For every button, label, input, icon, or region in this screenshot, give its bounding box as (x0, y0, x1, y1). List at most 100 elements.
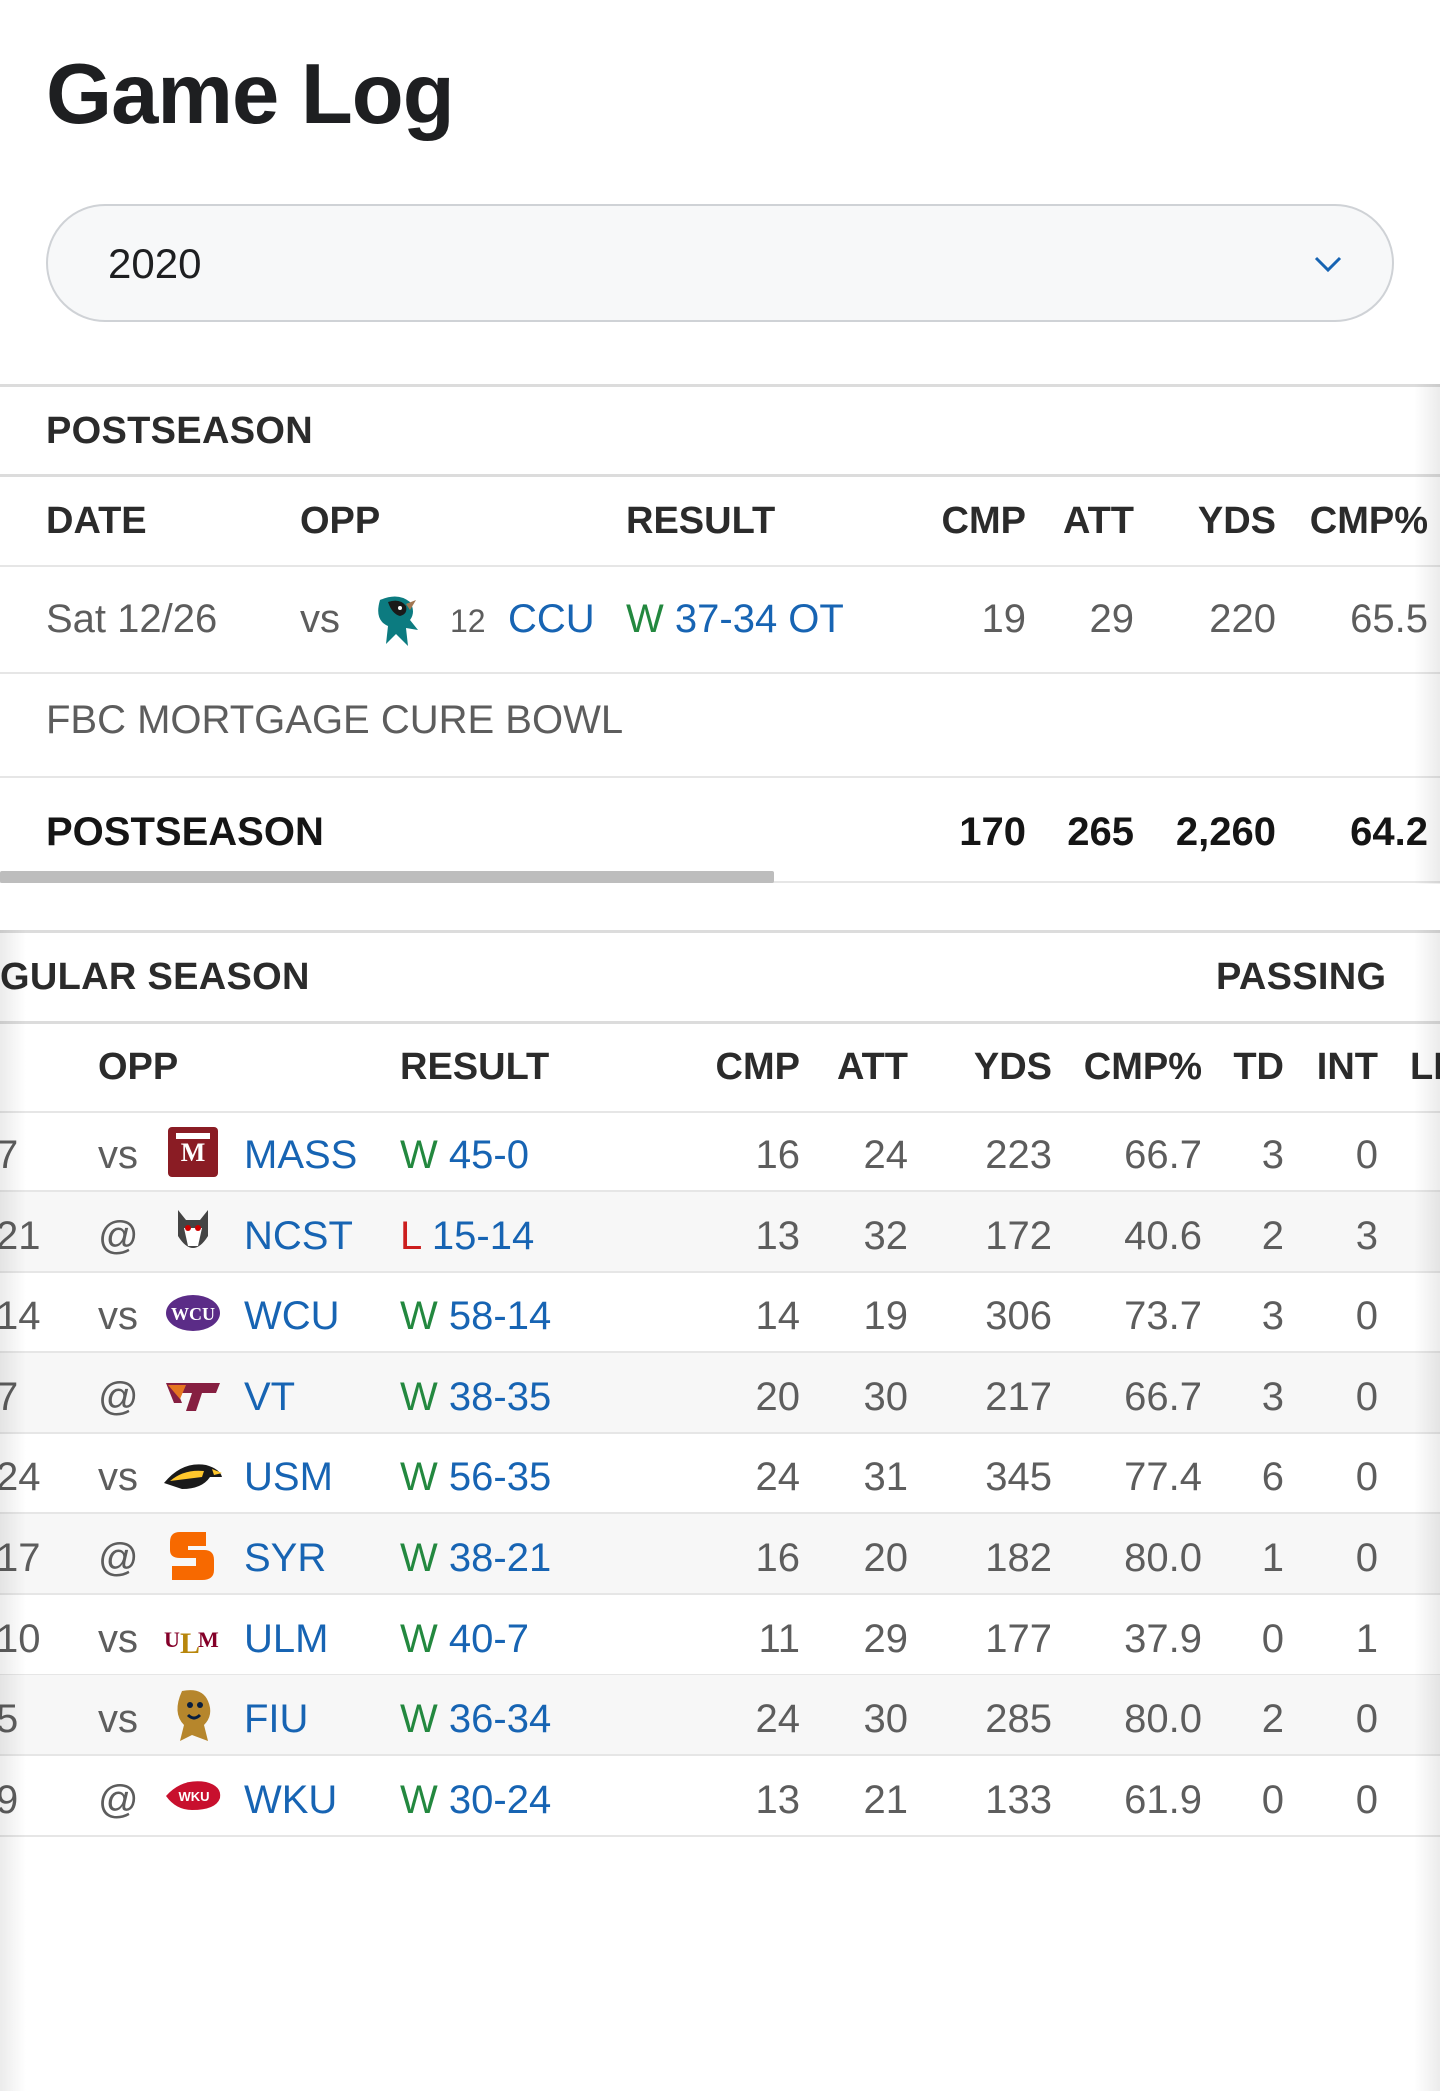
stat-td: 3 (1261, 1133, 1284, 1177)
stat-cmp: 19 (981, 597, 1027, 641)
game-location: vs (98, 1697, 138, 1741)
stat-td: 1 (1261, 1536, 1284, 1580)
nc-state-wolf-logo (178, 1210, 208, 1248)
stat-att: 24 (863, 1133, 909, 1177)
season-select-value: 2020 (108, 240, 202, 287)
page-title: Game Log (46, 47, 455, 142)
stat-att: 20 (863, 1536, 909, 1580)
row-background (0, 1353, 1440, 1434)
umass-logo: M (168, 1127, 218, 1177)
game-result[interactable]: W 38-21 (400, 1536, 551, 1581)
stat-int: 0 (1355, 1697, 1378, 1741)
golden-eagle-logo (164, 1464, 222, 1489)
divider (0, 776, 1440, 778)
opp-link[interactable]: USM (244, 1455, 333, 1499)
opp-link[interactable]: VT (244, 1375, 296, 1419)
result-letter: W (400, 1778, 438, 1822)
row-background (0, 1675, 1440, 1756)
stat-td: 6 (1261, 1455, 1284, 1499)
result-letter: W (626, 597, 664, 641)
divider (0, 1754, 1440, 1756)
stat-yds: 177 (985, 1617, 1052, 1661)
game-result[interactable]: W 40-7 (400, 1617, 529, 1662)
col-opp: OPP (300, 500, 381, 542)
divider (0, 474, 1440, 477)
stat-cmp: 13 (755, 1778, 801, 1822)
result-score: 56-35 (448, 1455, 552, 1499)
stat-cmp: 24 (755, 1455, 801, 1499)
game-result[interactable]: W 36-34 (400, 1697, 551, 1742)
svg-text:U: U (164, 1627, 180, 1652)
opp-link[interactable]: ULM (244, 1617, 329, 1661)
svg-text:M: M (198, 1627, 219, 1652)
result-score: 30-24 (448, 1778, 552, 1822)
divider (0, 1593, 1440, 1595)
stat-cmp-pct: 66.7 (1124, 1133, 1202, 1177)
col-lng: LI (1410, 1046, 1440, 1089)
totals-label: POSTSEASON (46, 810, 324, 854)
divider (0, 930, 1440, 933)
result-letter: W (400, 1697, 438, 1741)
game-location: vs (98, 1617, 138, 1661)
opp-link[interactable]: MASS (244, 1133, 358, 1177)
wcu-logo: WCU (166, 1295, 220, 1331)
stat-att: 30 (863, 1697, 909, 1741)
col-result: RESULT (626, 500, 776, 542)
stat-yds: 285 (985, 1697, 1052, 1741)
scroll-shadow-left (0, 930, 26, 2091)
game-result[interactable]: W 37-34 OT (626, 597, 844, 642)
col-cmp: CMP (715, 1046, 800, 1088)
stat-cmp: 16 (755, 1133, 801, 1177)
total-att: 265 (1067, 810, 1134, 854)
stat-int: 0 (1355, 1536, 1378, 1580)
divider (0, 565, 1440, 567)
stat-att: 19 (863, 1294, 909, 1338)
stat-yds: 182 (985, 1536, 1052, 1580)
game-result[interactable]: W 45-0 (400, 1133, 529, 1178)
stat-yds: 345 (985, 1455, 1052, 1499)
svg-text:M: M (181, 1138, 206, 1167)
stat-cmp: 14 (755, 1294, 801, 1338)
stat-cmp-pct: 61.9 (1124, 1778, 1202, 1822)
stat-cmp: 20 (755, 1375, 801, 1419)
fiu-panther-logo (177, 1690, 211, 1741)
game-result[interactable]: L 15-14 (400, 1214, 534, 1259)
stat-yds: 172 (985, 1214, 1052, 1258)
scroll-shadow (1414, 384, 1440, 884)
divider (0, 384, 1440, 387)
game-date: 17 (0, 1536, 41, 1581)
game-result[interactable]: W 30-24 (400, 1778, 551, 1823)
stat-cmp-pct: 66.7 (1124, 1375, 1202, 1419)
game-date: 7 (0, 1133, 18, 1178)
result-score: 38-21 (448, 1536, 552, 1580)
divider (0, 672, 1440, 674)
horizontal-scrollbar[interactable] (0, 871, 774, 883)
scroll-shadow (1414, 930, 1440, 2091)
opp-link[interactable]: NCST (244, 1214, 353, 1258)
season-select[interactable]: 2020 (46, 204, 1394, 322)
stat-cmp: 16 (755, 1536, 801, 1580)
opp-link[interactable]: CCU (508, 597, 595, 641)
opp-link[interactable]: FIU (244, 1697, 309, 1741)
opp-link[interactable]: WKU (244, 1778, 338, 1822)
stat-att: 29 (863, 1617, 909, 1661)
result-score: 45-0 (448, 1133, 529, 1177)
opp-link[interactable]: SYR (244, 1536, 327, 1580)
game-result[interactable]: W 56-35 (400, 1455, 551, 1500)
stat-td: 2 (1261, 1214, 1284, 1258)
game-location: @ (98, 1778, 139, 1822)
game-result[interactable]: W 38-35 (400, 1375, 551, 1420)
result-score: 58-14 (448, 1294, 552, 1338)
result-score: 36-34 (448, 1697, 552, 1741)
stat-cmp-pct: 77.4 (1124, 1455, 1202, 1499)
game-date: 5 (0, 1697, 18, 1742)
row-background (0, 1514, 1440, 1595)
stat-cmp-pct: 80.0 (1124, 1697, 1202, 1741)
game-result[interactable]: W 58-14 (400, 1294, 551, 1339)
opp-link[interactable]: WCU (244, 1294, 340, 1338)
stat-att: 31 (863, 1455, 909, 1499)
divider (0, 1835, 1440, 1837)
total-cmp-pct: 64.2 (1350, 810, 1428, 854)
col-cmp: CMP (941, 500, 1026, 542)
result-letter: L (400, 1214, 421, 1258)
